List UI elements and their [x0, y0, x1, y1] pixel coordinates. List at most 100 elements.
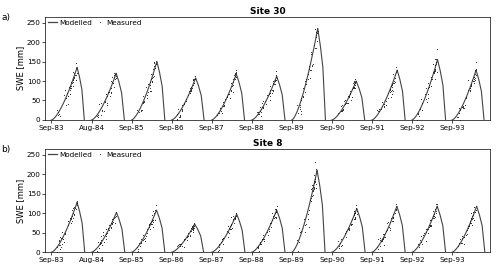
Point: [350, 85, 358, 89]
Point: [273, 204, 281, 209]
Point: [95, 246, 103, 250]
Point: [422, 226, 430, 231]
Point: [388, 219, 396, 223]
Point: [458, 234, 466, 238]
Point: [256, 241, 264, 246]
Point: [176, 115, 184, 120]
Point: [468, 217, 476, 221]
Point: [256, 240, 264, 244]
Point: [145, 225, 153, 229]
Point: [229, 214, 237, 218]
Point: [177, 108, 185, 112]
Point: [471, 76, 479, 80]
Point: [311, 160, 319, 165]
Point: [144, 82, 152, 87]
Point: [219, 104, 227, 109]
Point: [69, 216, 77, 221]
Point: [56, 247, 64, 251]
Point: [141, 239, 149, 243]
Point: [150, 211, 158, 215]
Point: [176, 242, 184, 246]
Point: [465, 224, 473, 228]
Point: [456, 107, 464, 111]
Point: [373, 108, 381, 113]
Point: [351, 211, 359, 216]
Point: [470, 76, 478, 81]
Point: [422, 227, 430, 231]
Point: [422, 86, 430, 90]
Point: [382, 99, 390, 104]
Point: [347, 98, 355, 102]
Point: [102, 232, 110, 237]
Point: [470, 80, 478, 85]
Point: [140, 237, 148, 241]
Point: [218, 237, 226, 241]
Point: [187, 89, 195, 93]
Point: [103, 231, 111, 235]
Point: [335, 244, 343, 249]
Point: [175, 242, 183, 247]
Point: [177, 241, 185, 246]
Point: [421, 91, 429, 96]
Point: [392, 207, 400, 211]
Point: [349, 86, 357, 91]
Point: [150, 74, 158, 79]
Y-axis label: SWE [mm]: SWE [mm]: [16, 178, 25, 223]
Point: [351, 86, 359, 90]
Point: [307, 198, 315, 203]
Point: [61, 93, 69, 97]
Point: [229, 83, 237, 87]
Point: [392, 208, 400, 212]
Point: [388, 81, 396, 86]
Point: [175, 113, 183, 117]
Point: [312, 181, 320, 186]
Point: [350, 213, 358, 217]
Point: [136, 244, 144, 248]
Point: [106, 225, 114, 229]
Point: [112, 74, 120, 78]
Point: [111, 221, 119, 225]
Point: [306, 198, 314, 202]
Point: [464, 87, 472, 92]
Point: [269, 79, 277, 84]
Point: [190, 221, 198, 225]
Point: [455, 111, 463, 115]
Point: [256, 241, 264, 245]
Point: [348, 222, 356, 226]
Point: [73, 201, 81, 205]
Point: [107, 221, 115, 225]
Y-axis label: SWE [mm]: SWE [mm]: [16, 46, 25, 90]
Point: [56, 114, 64, 118]
Point: [378, 104, 386, 108]
Point: [352, 203, 360, 207]
Point: [150, 218, 158, 222]
Point: [417, 97, 425, 101]
Point: [112, 76, 120, 80]
Point: [468, 217, 476, 221]
Point: [103, 103, 111, 107]
Point: [297, 112, 305, 116]
Point: [255, 112, 263, 117]
Point: [379, 235, 387, 240]
Point: [454, 244, 462, 248]
Point: [96, 240, 104, 244]
Point: [215, 245, 223, 249]
Point: [110, 73, 118, 77]
Point: [272, 73, 280, 77]
Point: [432, 210, 440, 215]
Point: [143, 231, 151, 235]
Point: [109, 217, 117, 221]
Point: [108, 219, 116, 223]
Point: [269, 87, 277, 92]
Point: [266, 221, 274, 226]
Point: [385, 225, 393, 229]
Point: [389, 81, 397, 85]
Point: [189, 226, 197, 230]
Point: [313, 166, 321, 171]
Point: [71, 73, 79, 77]
Point: [111, 77, 119, 81]
Point: [418, 242, 426, 246]
Point: [465, 223, 473, 227]
Point: [301, 89, 309, 94]
Point: [224, 234, 232, 239]
